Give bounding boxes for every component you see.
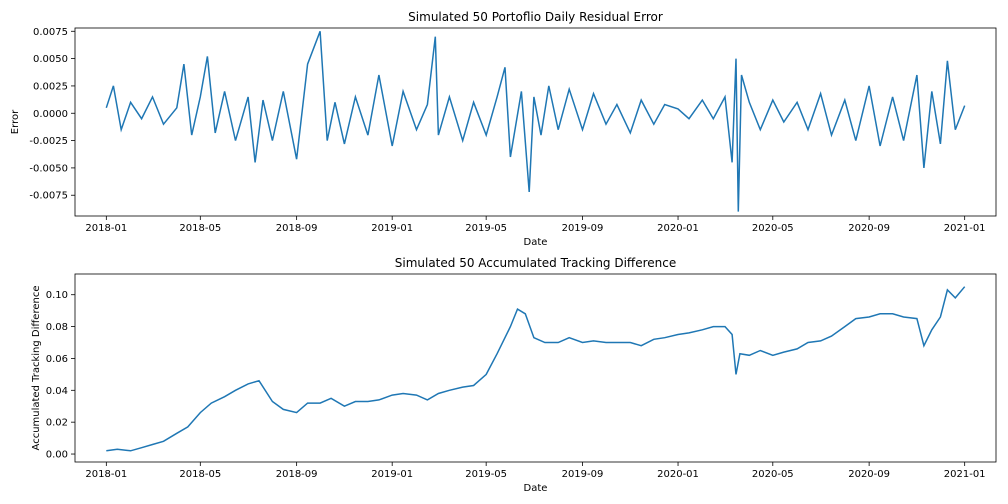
top-x-tick-label: 2020-09	[848, 223, 890, 234]
bottom-y-tick-label: 0.00	[46, 450, 68, 461]
bottom-x-tick-label: 2018-05	[179, 469, 221, 480]
top-x-tick-label: 2021-01	[944, 223, 986, 234]
top-x-axis-ticks: 2018-01 2018-05 2018-09 2019-01 2019-05 2019-…	[85, 216, 986, 234]
bottom-x-axis-label: Date	[524, 483, 548, 494]
top-y-tick-label: -0.0050	[29, 163, 68, 174]
top-y-tick-label: 0.0050	[33, 54, 68, 65]
bottom-series-line	[106, 286, 966, 452]
top-x-tick-label: 2020-01	[657, 223, 699, 234]
top-plot-frame	[74, 27, 997, 217]
top-y-axis-label: Error	[10, 109, 21, 134]
top-x-tick-label: 2018-09	[276, 223, 318, 234]
bottom-y-axis-ticks: 0.00 0.02 0.04 0.06 0.08 0.10	[46, 290, 75, 461]
top-x-tick-label: 2019-01	[371, 223, 413, 234]
top-plot-area	[74, 27, 997, 217]
top-x-tick-label: 2018-01	[85, 223, 127, 234]
bottom-x-tick-label: 2019-01	[371, 469, 413, 480]
bottom-x-tick-label: 2021-01	[944, 469, 986, 480]
top-y-tick-label: 0.0000	[33, 109, 68, 120]
top-y-axis-ticks: -0.0075 -0.0050 -0.0025 0.0000 0.0025 0.0050 0…	[29, 27, 75, 202]
bottom-y-tick-label: 0.08	[46, 322, 68, 333]
top-y-tick-label: -0.0025	[29, 136, 68, 147]
bottom-x-tick-label: 2019-05	[465, 469, 507, 480]
top-series-line	[105, 31, 966, 212]
bottom-y-tick-label: 0.02	[46, 418, 68, 429]
bottom-x-tick-label: 2019-09	[562, 469, 604, 480]
bottom-x-tick-label: 2018-01	[85, 469, 127, 480]
bottom-y-tick-label: 0.10	[46, 290, 68, 301]
bottom-plot-frame	[74, 273, 997, 463]
bottom-y-tick-label: 0.04	[46, 386, 68, 397]
top-y-tick-label: 0.0075	[33, 27, 68, 38]
bottom-x-tick-label: 2018-09	[276, 469, 318, 480]
bottom-plot-area	[74, 273, 997, 463]
top-chart-title: Simulated 50 Portoflio Daily Residual Er…	[408, 10, 663, 24]
top-x-tick-label: 2020-05	[752, 223, 794, 234]
bottom-y-axis-label: Accumulated Tracking Difference	[31, 286, 42, 451]
top-chart: Simulated 50 Portoflio Daily Residual Er…	[10, 10, 997, 248]
bottom-x-axis-ticks: 2018-01 2018-05 2018-09 2019-01 2019-05 2019-…	[85, 462, 986, 480]
top-x-tick-label: 2019-05	[465, 223, 507, 234]
bottom-x-tick-label: 2020-09	[848, 469, 890, 480]
top-x-tick-label: 2018-05	[179, 223, 221, 234]
top-y-tick-label: -0.0075	[29, 191, 68, 202]
top-x-tick-label: 2019-09	[562, 223, 604, 234]
bottom-x-tick-label: 2020-01	[657, 469, 699, 480]
top-x-axis-label: Date	[524, 237, 548, 248]
bottom-chart: Simulated 50 Accumulated Tracking Differ…	[31, 256, 997, 494]
bottom-chart-title: Simulated 50 Accumulated Tracking Differ…	[395, 256, 676, 270]
bottom-x-tick-label: 2020-05	[752, 469, 794, 480]
top-y-tick-label: 0.0025	[33, 81, 68, 92]
bottom-y-tick-label: 0.06	[46, 354, 68, 365]
